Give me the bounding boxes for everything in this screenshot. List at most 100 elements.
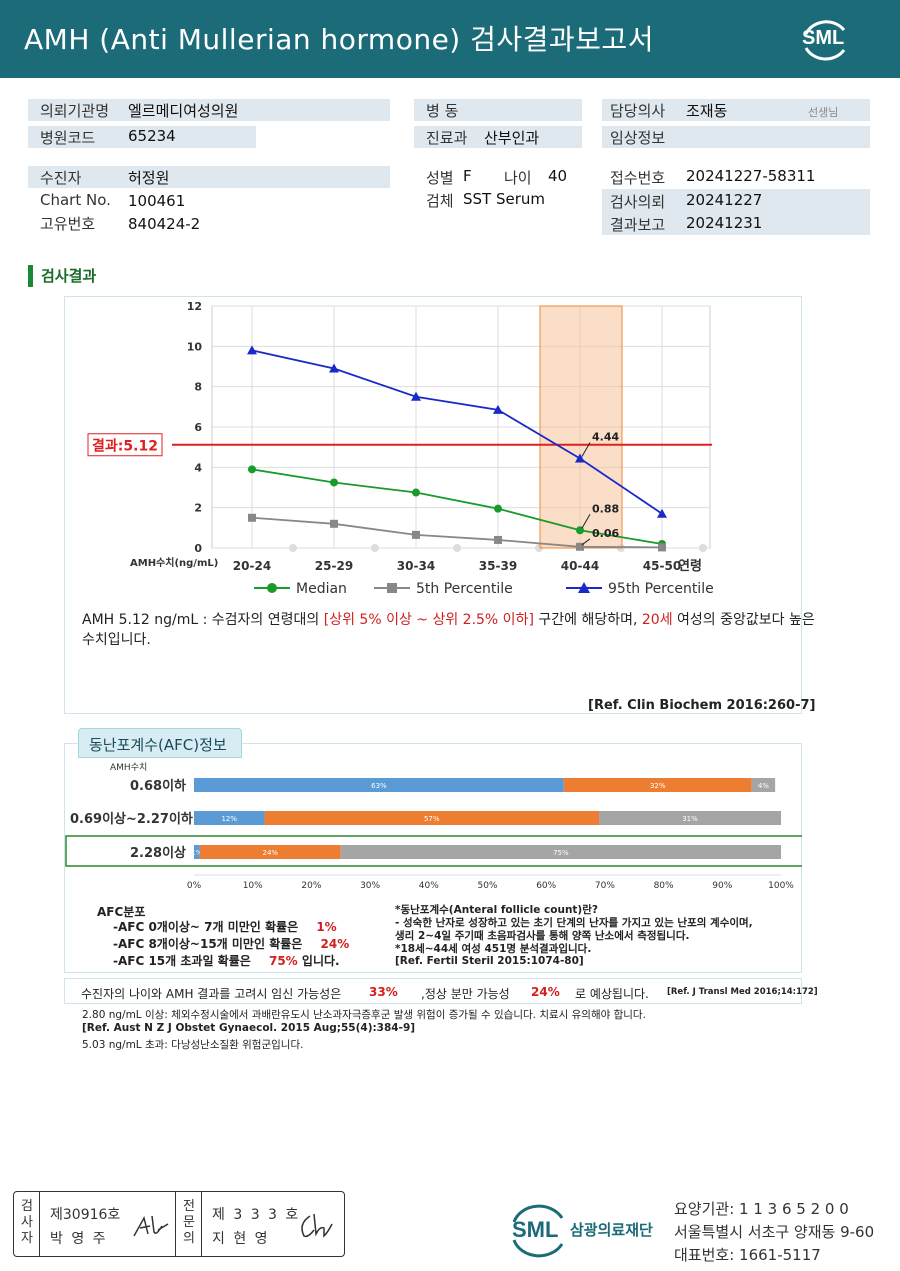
y-tick-label: 8 [194,381,202,394]
annotation-label: 4.44 [592,430,619,443]
patient-label: 수진자 [40,169,82,187]
data-point [411,391,421,401]
age-label: 나이 [504,169,532,187]
result-text-part: 여성의 중앙값보다 높은 수치입니다. [82,612,815,648]
org-logo-arc-icon: SML [512,1204,564,1258]
afc-frame [64,743,802,973]
series-line [251,516,663,549]
doctor-value: 조재동 [686,102,728,120]
result-label-box [87,433,163,457]
y-tick-label: 0 [194,542,202,555]
amh-chart: 0 2 4 6 8 10 12 20-24 25-29 30-34 35-39 40-44 45-50연… [87,300,714,597]
data-point [329,363,339,373]
afc-bar-label: 57% [424,815,440,823]
sml-logo-text: SML [802,27,845,49]
result-description: AMH 5.12 ng/mL : 수검자의 연령대의 [상위 5% 이상 ~ 상… [82,610,832,650]
afc-bar-label: 75% [553,849,569,857]
result-range: [상위 5% 이상 ~ 상위 2.5% 이하] [323,612,534,628]
x-axis-dot [289,544,297,552]
signature-stamp: 검사자 제30916호 박 영 주 전문의 제 3 3 3 호 지 현 영 [13,1191,345,1257]
chart-value: 100461 [128,192,186,210]
data-point [657,508,667,518]
annotation-leader [581,442,591,457]
annotation-leader [581,538,591,546]
afc-dist-value: 1% [316,920,337,934]
afc-axis-tick: 10% [243,881,263,891]
info-bar [28,99,390,121]
data-point [494,504,502,513]
request-value: 20241227 [686,191,763,209]
result-text-part: 구간에 해당하며, [533,612,642,628]
info-bar [414,126,582,148]
org-code: 요양기관: 1 1 3 6 5 2 0 0 [674,1200,849,1218]
x-tick-label: 45-50 [643,559,681,573]
clinical-label: 임상정보 [610,129,666,147]
legend-marker [578,582,590,593]
afc-bar-segment [194,778,564,792]
sex-value: F [463,167,472,185]
info-bar [602,99,870,121]
info-bar [28,166,390,188]
afc-dist-value: 24% [320,937,350,951]
stamp-cell [40,1192,176,1256]
x-axis-suffix: 연령 [678,559,702,574]
data-point [575,453,585,463]
data-point [658,543,666,552]
examiner-name: 박 영 주 [50,1231,108,1247]
code-value: 65234 [128,127,176,145]
org-logo-text: SML [512,1217,558,1242]
afc-axis-tick: 0% [187,881,202,891]
x-tick-label: 20-24 [233,559,271,573]
id-value: 840424-2 [128,215,201,233]
legend-marker [267,583,277,593]
afc-note: 생리 2~4일 주기때 초음파검사를 통해 양쪽 난소에서 측정됩니다. [395,930,690,942]
afc-bar-segment [599,811,781,825]
legend-label: 95th Percentile [608,581,714,597]
data-point [248,513,256,522]
afc-axis-tick: 30% [360,881,380,891]
afc-row-label: 2.28이상 [130,845,186,861]
result-label: 결과:5.12 [92,438,158,455]
examiner-number: 제30916호 [50,1207,121,1223]
org-name: 삼광의료재단 [570,1221,653,1239]
patient-value: 허정원 [128,169,170,187]
afc-row-label: 0.68이하 [130,778,186,794]
annotation-label: 0.88 [592,502,619,515]
afc-axis-tick: 100% [768,881,794,891]
afc-note: *18세~44세 여성 451명 분석결과입니다. [395,943,592,955]
dept-value: 산부인과 [484,129,540,147]
code-label: 병원코드 [40,129,96,147]
logo-arc-icon [804,20,846,61]
afc-dist-text: -AFC 15개 초과일 확률은 [113,954,251,968]
legend-label: Median [296,581,347,597]
data-point [330,519,338,528]
afc-dist-3: -AFC 15개 초과일 확률은 75% 입니다. [113,952,340,969]
afc-bar-label: 32% [650,782,666,790]
afc-axis-tick: 70% [595,881,615,891]
y-tick-label: 12 [187,300,202,313]
requester-value: 엘르메디여성의원 [128,102,239,120]
sex-label: 성별 [426,169,454,187]
patient-row-highlight [65,835,802,867]
note-line: 5.03 ng/mL 초과: 다낭성난소질환 위험군입니다. [82,1039,304,1051]
y-tick-label: 6 [194,421,202,434]
series-line [251,468,663,545]
result-text-part: AMH 5.12 ng/mL : 수검자의 연령대의 [82,612,324,628]
afc-bar-label: 24% [263,849,279,857]
legend-label: 5th Percentile [416,581,513,597]
legend-marker [387,583,397,593]
result-reference: [Ref. Clin Biochem 2016:260-7] [588,698,816,713]
afc-dist-2: -AFC 8개이상~15개 미만인 확률은 24% [113,935,349,952]
afc-chart: AMH수치 0.68이하 63% 32% 4% 0.69이상~2.27이하 12% 57% 31… [65,761,802,891]
afc-bar-segment [751,778,776,792]
afc-bar-segment [199,845,341,859]
afc-bar-segment [194,845,200,859]
afc-note: *동난포계수(Anteral follicle count)란? [395,904,598,916]
sml-logo: SML [798,14,852,64]
id-label: 고유번호 [40,215,96,233]
data-point [576,542,584,551]
series-line [251,349,663,515]
pregnancy-text: 로 예상됩니다. [575,987,649,1001]
afc-axis-tick: 80% [654,881,674,891]
pregnancy-reference: [Ref. J Transl Med 2016;14:172] [667,987,818,997]
